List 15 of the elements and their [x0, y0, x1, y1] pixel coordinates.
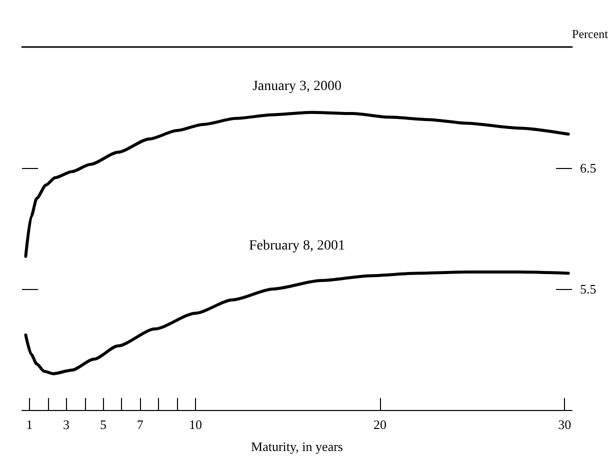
x-axis-title: Maturity, in years: [251, 439, 343, 454]
y-tick-label: 6.5: [580, 160, 596, 176]
x-tick-label: 7: [136, 417, 144, 432]
x-tick-label: 5: [100, 417, 106, 432]
line-series: [24, 270, 570, 376]
series-label: February 8, 2001: [248, 238, 346, 254]
line-series: [24, 110, 570, 258]
x-tick-label: 1: [26, 417, 33, 432]
x-tick-label: 30: [558, 417, 572, 432]
x-tick-label: 3: [63, 417, 70, 432]
series-label: January 3, 2000: [252, 78, 342, 94]
x-tick-label: 10: [188, 417, 202, 432]
y-axis-title: Percent: [572, 27, 609, 41]
x-tick-label: 20: [374, 417, 387, 432]
y-tick-label: 5.5: [580, 282, 596, 296]
